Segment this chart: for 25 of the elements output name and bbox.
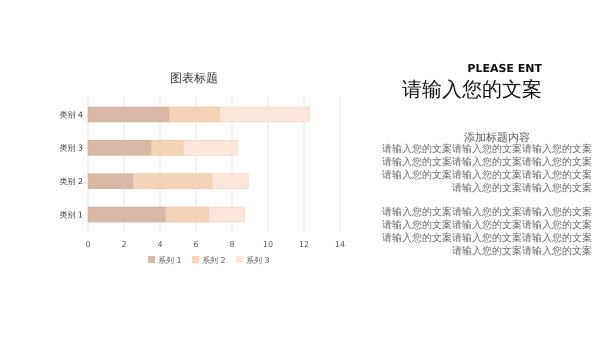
y-tick-label: 类别 4 — [59, 110, 83, 120]
x-tick-label: 4 — [157, 240, 163, 249]
chart-title: 图表标题 — [170, 71, 218, 85]
legend-label: 系列 1 — [158, 256, 182, 265]
text: 请输入您的文案请输入您的文案请输入您的文案请输入您的文案请输入您的文案请输入您的文案请输入您的文案请输入您的文案请输入您的文案请输入您的文案请输入您的文案 — [382, 206, 592, 257]
y-tick-label: 类别 3 — [59, 144, 83, 153]
y-tick-label: 类别 2 — [59, 176, 83, 186]
x-tick-label: 14 — [334, 240, 346, 249]
text: 请输入您的文案 — [402, 77, 542, 101]
x-tick-label: 10 — [262, 240, 274, 249]
y-tick-label: 类别 1 — [59, 210, 83, 220]
bar — [183, 140, 238, 156]
bar — [219, 106, 310, 122]
text: PLEASE ENT — [467, 62, 542, 75]
legend-label: 系列 3 — [246, 256, 270, 265]
bar — [208, 206, 245, 222]
x-tick-label: 6 — [193, 240, 199, 249]
text: 请输入您的文案请输入您的文案请输入您的文案请输入您的文案请输入您的文案请输入您的文案请输入您的文案请输入您的文案请输入您的文案请输入您的文案请输入您的文案 — [382, 143, 592, 194]
bar — [212, 173, 248, 189]
legend-label: 系列 2 — [202, 256, 226, 265]
x-tick-label: 8 — [229, 240, 235, 249]
x-tick-label: 0 — [85, 240, 91, 249]
text: 添加标题内容 — [464, 131, 530, 144]
x-tick-label: 2 — [121, 240, 127, 249]
x-tick-label: 12 — [298, 240, 310, 249]
